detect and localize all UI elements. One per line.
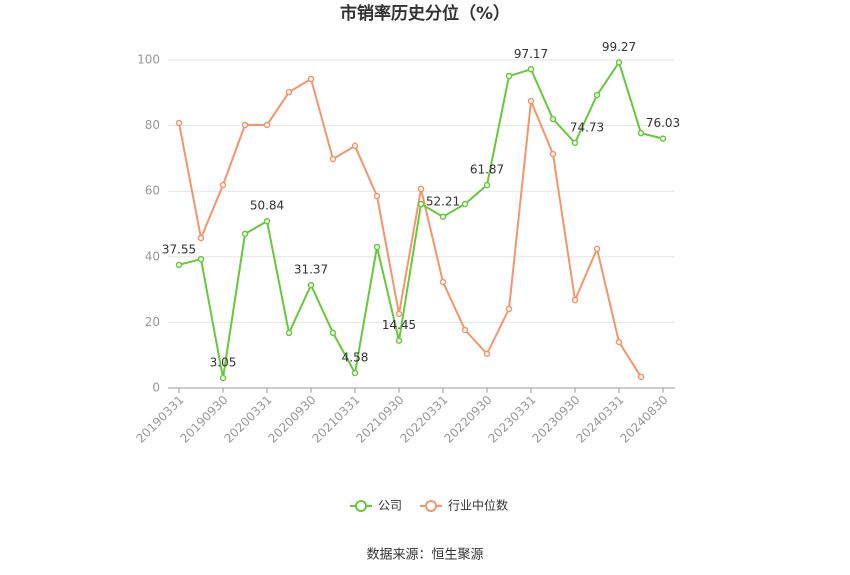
data-point <box>175 261 183 269</box>
data-point <box>329 329 337 337</box>
data-point <box>373 243 381 251</box>
data-point <box>659 135 667 142</box>
data-point <box>417 200 425 208</box>
data-point <box>197 255 205 263</box>
legend-marker <box>355 500 367 512</box>
y-tick-label: 40 <box>145 249 160 263</box>
data-point <box>593 245 601 253</box>
source: 数据来源：恒生聚源 <box>366 548 483 563</box>
data-label: 4.58 <box>342 350 369 364</box>
data-point <box>263 121 271 129</box>
data-point <box>241 230 249 238</box>
data-point <box>329 155 337 163</box>
data-label: 52.21 <box>426 194 460 208</box>
data-point <box>483 350 491 358</box>
data-label: 61.87 <box>470 163 504 177</box>
data-point <box>549 150 557 158</box>
chart-title: 市销率历史分位（%） <box>340 3 510 24</box>
data-point <box>527 66 535 73</box>
data-point <box>285 88 293 96</box>
data-point <box>219 374 227 382</box>
data-point <box>307 281 315 289</box>
legend-marker <box>425 500 437 512</box>
data-point <box>637 373 645 381</box>
data-point <box>461 200 469 208</box>
data-point <box>395 337 403 344</box>
series-line <box>178 60 664 379</box>
data-label: 14.45 <box>382 318 416 332</box>
x-tick-label: 20240830 <box>618 393 671 446</box>
y-tick-label: 60 <box>145 184 160 198</box>
data-point <box>439 213 447 221</box>
data-point <box>483 181 491 189</box>
data-point <box>395 310 403 318</box>
data-label: 74.73 <box>570 120 604 134</box>
data-point <box>571 296 579 304</box>
data-point <box>505 72 513 80</box>
data-label: 3.05 <box>210 355 237 369</box>
data-point <box>461 326 469 334</box>
data-label: 50.84 <box>250 199 284 213</box>
data-point <box>505 305 513 313</box>
data-point <box>439 278 447 286</box>
data-label: 97.17 <box>514 47 548 61</box>
y-tick-label: 0 <box>152 381 160 395</box>
data-point <box>241 121 249 129</box>
y-tick-label: 100 <box>137 53 160 67</box>
data-point <box>549 115 557 123</box>
legend-label: 行业中位数 <box>448 498 508 513</box>
data-point <box>593 91 601 99</box>
data-point <box>197 234 205 242</box>
data-point <box>527 97 535 105</box>
data-point <box>637 129 645 137</box>
data-label: 37.55 <box>162 242 196 256</box>
data-label: 99.27 <box>602 40 636 54</box>
data-point <box>417 185 425 193</box>
data-point <box>219 181 227 189</box>
data-label: 76.03 <box>646 116 680 130</box>
data-point <box>307 75 315 83</box>
series-line <box>178 77 642 378</box>
data-point <box>615 338 623 346</box>
data-point <box>175 119 183 127</box>
data-point <box>571 139 579 147</box>
data-label: 31.37 <box>294 263 328 277</box>
y-tick-label: 20 <box>145 315 160 329</box>
data-point <box>373 192 381 200</box>
legend-label: 公司 <box>378 499 402 513</box>
data-point <box>615 59 623 66</box>
data-point <box>263 217 271 225</box>
data-point <box>285 329 293 337</box>
data-point <box>351 142 359 150</box>
y-tick-label: 80 <box>145 118 160 132</box>
data-point <box>351 369 359 377</box>
